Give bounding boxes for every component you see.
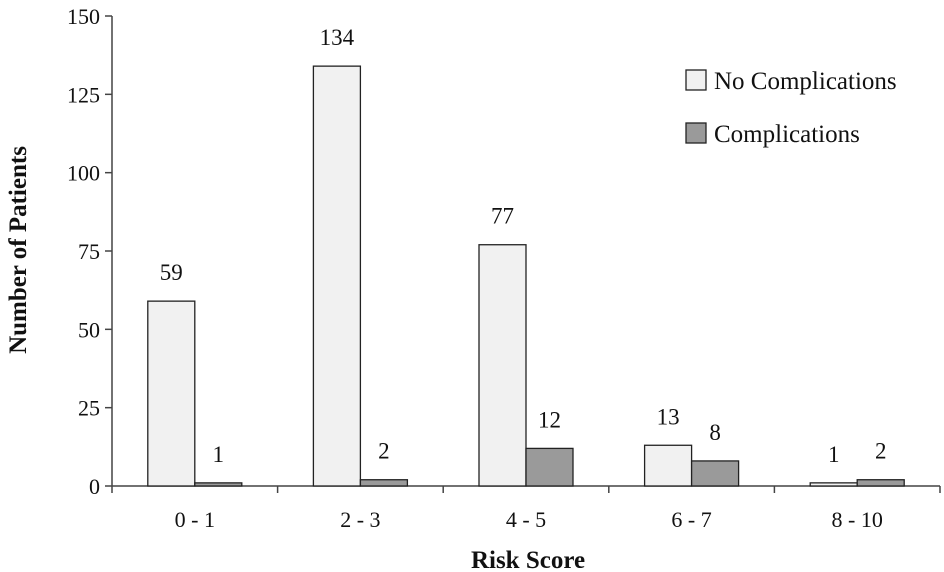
bar-complications <box>194 482 243 487</box>
x-tick-label: 6 - 7 <box>671 507 711 532</box>
legend-swatch <box>685 122 707 144</box>
plot-area: 0 25 50 75 100 125 150 0 - 1 2 - 3 4 - 5 6 - 7 8 - … <box>67 4 941 532</box>
data-label: 77 <box>491 204 514 229</box>
bar-no-complications <box>312 65 362 487</box>
data-label: 59 <box>160 260 183 285</box>
y-tick-label: 150 <box>67 4 100 29</box>
legend: No Complications Complications <box>685 68 897 148</box>
legend-label: No Complications <box>714 68 897 95</box>
data-label: 1 <box>828 442 840 467</box>
bar-no-complications <box>147 300 196 487</box>
bar-no-complications <box>643 444 693 487</box>
data-label: 1 <box>213 442 225 467</box>
bar-complications <box>856 479 905 487</box>
y-axis-title: Number of Patients <box>5 146 32 354</box>
x-tick-label: 2 - 3 <box>340 507 380 532</box>
data-label: 134 <box>320 25 355 50</box>
data-label: 13 <box>657 404 680 429</box>
y-tick-label: 100 <box>67 161 100 186</box>
data-label: 2 <box>378 439 390 464</box>
bar-no-complications <box>809 482 858 487</box>
bar-complications <box>525 447 574 487</box>
data-label: 8 <box>709 420 721 445</box>
x-tick-label: 4 - 5 <box>506 507 546 532</box>
bar-no-complications <box>478 244 527 487</box>
legend-swatch <box>685 69 707 91</box>
y-tick-label: 25 <box>78 396 100 421</box>
y-tick-label: 50 <box>78 317 100 342</box>
bar-complications <box>359 479 409 487</box>
x-tick-label: 8 - 10 <box>832 507 883 532</box>
y-tick-label: 0 <box>89 474 100 499</box>
data-label: 2 <box>875 439 887 464</box>
bar-complications <box>690 460 740 487</box>
data-label: 12 <box>538 407 561 432</box>
y-tick-label: 125 <box>67 82 100 107</box>
legend-label: Complications <box>714 121 860 148</box>
x-axis-title: Risk Score <box>471 547 585 572</box>
y-tick-label: 75 <box>78 239 100 264</box>
x-tick-label: 0 - 1 <box>175 507 215 532</box>
